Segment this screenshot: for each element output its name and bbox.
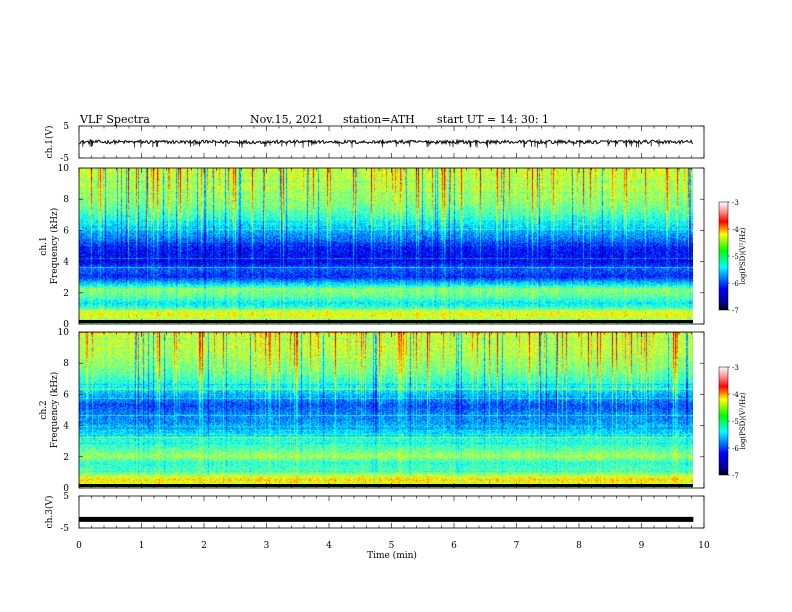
ch2-colorbar-bar bbox=[718, 366, 729, 476]
ch2-colorbar: -3 -4 -5 -6 -7 log(PSD)(V²/Hz) bbox=[718, 364, 747, 480]
ch1-waveform-y-tick-label: -5 bbox=[60, 154, 69, 164]
ch2-spectrogram-ylabel: Frequency (kHz) bbox=[49, 372, 60, 449]
x-tick-label: 8 bbox=[576, 541, 582, 551]
ch2-spectrogram-dc-band bbox=[79, 484, 693, 487]
x-tick-label: 9 bbox=[639, 541, 645, 551]
ch1-colorbar-tick-label: -7 bbox=[732, 307, 739, 315]
ch3-waveform-y-tick-label: -5 bbox=[60, 524, 69, 534]
ch2-colorbar-tick-label: -4 bbox=[732, 391, 739, 399]
ch1-colorbar-label: log(PSD)(V²/Hz) bbox=[739, 227, 747, 284]
ch1-colorbar-bar bbox=[718, 201, 729, 311]
ch1-waveform-ylabel: ch.1(V) bbox=[44, 126, 55, 159]
x-tick-label: 5 bbox=[389, 541, 395, 551]
time-axis: 0 1 2 3 4 5 6 7 8 9 10 bbox=[76, 541, 710, 551]
x-tick-label: 10 bbox=[698, 541, 710, 551]
ch1-spectrogram-y-tick-label: 0 bbox=[63, 320, 69, 330]
ch1-spectrogram-image bbox=[79, 168, 693, 324]
ch2-spectrogram-panel: 10 8 6 4 2 0 ch.2 Frequency (kHz) bbox=[39, 328, 705, 494]
ch3-waveform-ylabel: ch.3(V) bbox=[44, 496, 55, 529]
ch1-spectrogram-y-tick-label: 10 bbox=[58, 164, 70, 174]
x-tick-label: 6 bbox=[451, 541, 457, 551]
x-tick-label: 0 bbox=[76, 541, 82, 551]
ch2-spectrogram-y-tick-label: 10 bbox=[58, 328, 70, 338]
ch2-spectrogram-image bbox=[79, 332, 693, 488]
ch2-colorbar-label: log(PSD)(V²/Hz) bbox=[739, 392, 747, 449]
ch1-waveform-panel: 5 -5 ch.1(V) bbox=[44, 122, 705, 164]
ch2-colorbar-tick-label: -3 bbox=[732, 364, 739, 372]
station-label: station=ATH bbox=[343, 113, 415, 126]
ch1-spectrogram-channel-label: ch.1 bbox=[39, 236, 49, 255]
ch1-waveform-trace bbox=[79, 138, 694, 146]
ch2-spectrogram-y-tick-label: 8 bbox=[63, 359, 69, 369]
ch1-colorbar-tick-label: -3 bbox=[732, 199, 739, 207]
ch1-colorbar-tick-label: -5 bbox=[732, 253, 739, 261]
ch1-spectrogram-y-tick-label: 2 bbox=[63, 289, 69, 299]
ch2-colorbar-tick-label: -7 bbox=[732, 472, 739, 480]
ch2-colorbar-tick-label: -5 bbox=[732, 418, 739, 426]
date-label: Nov.15, 2021 bbox=[250, 113, 324, 126]
x-tick-label: 7 bbox=[514, 541, 520, 551]
ch1-waveform-y-tick-label: 5 bbox=[63, 122, 69, 132]
x-tick-label: 3 bbox=[264, 541, 270, 551]
ch2-spectrogram-y-tick-label: 4 bbox=[63, 422, 69, 432]
ch1-spectrogram-panel: 10 8 6 4 2 0 ch.1 Frequency (kHz) bbox=[39, 164, 705, 330]
x-tick-label: 4 bbox=[326, 541, 332, 551]
x-axis-label: Time (min) bbox=[367, 550, 417, 561]
ch1-colorbar: -3 -4 -5 -6 -7 log(PSD)(V²/Hz) bbox=[718, 199, 747, 315]
ch3-waveform-y-tick-label: 5 bbox=[63, 492, 69, 502]
ch1-spectrogram-y-tick-label: 4 bbox=[63, 258, 69, 268]
x-tick-label: 1 bbox=[139, 541, 145, 551]
ch1-spectrogram-y-tick-label: 8 bbox=[63, 195, 69, 205]
ch1-colorbar-tick-label: -4 bbox=[732, 226, 739, 234]
ch1-spectrogram-ylabel: Frequency (kHz) bbox=[49, 208, 60, 285]
ch2-spectrogram-y-tick-label: 2 bbox=[63, 453, 69, 463]
start-time-label: start UT = 14: 30: 1 bbox=[437, 113, 549, 126]
ch1-colorbar-tick-label: -6 bbox=[732, 280, 739, 288]
ch2-colorbar-tick-label: -6 bbox=[732, 445, 739, 453]
ch2-spectrogram-channel-label: ch.2 bbox=[39, 400, 49, 419]
ch1-spectrogram-y-tick-label: 6 bbox=[63, 226, 69, 236]
ch2-spectrogram-y-tick-label: 6 bbox=[63, 390, 69, 400]
figure-title: VLF Spectra bbox=[79, 113, 150, 126]
ch2-spectrogram-y-tick-label: 0 bbox=[63, 484, 69, 494]
ch3-waveform-panel: 5 -5 ch.3(V) bbox=[44, 492, 705, 534]
x-tick-label: 2 bbox=[201, 541, 207, 551]
ch1-spectrogram-dc-band bbox=[79, 320, 693, 323]
